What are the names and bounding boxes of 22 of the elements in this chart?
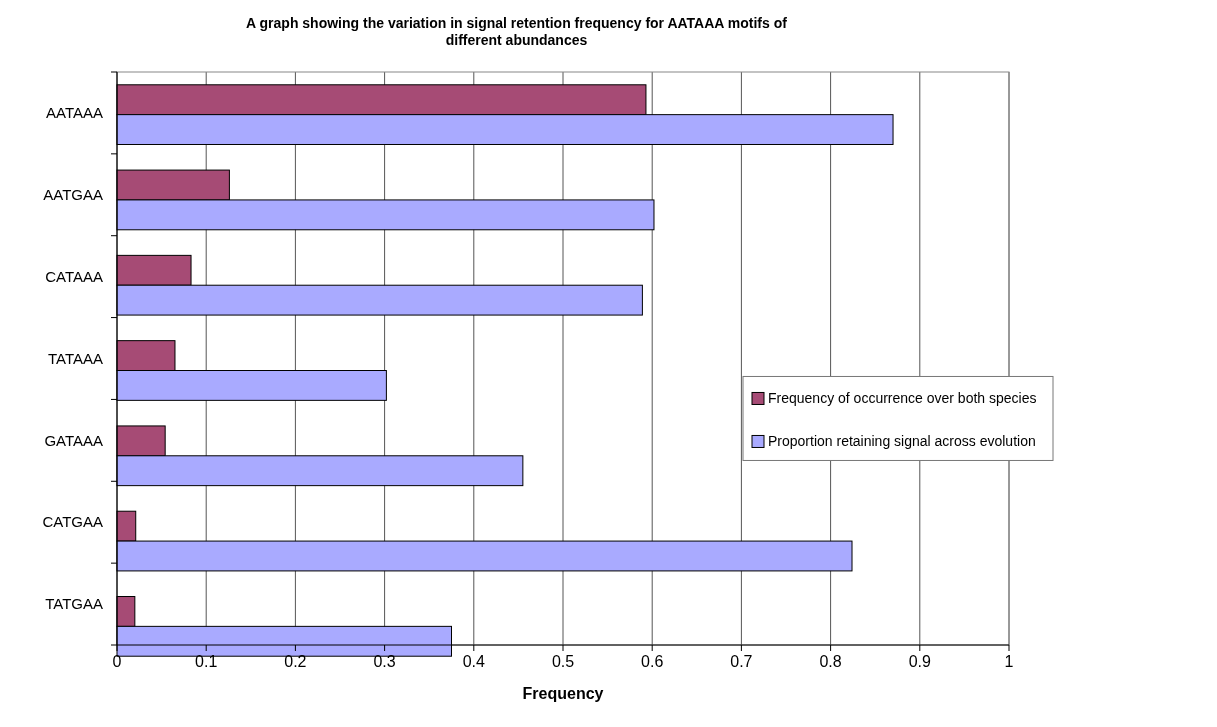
x-tick-label: 0.6 bbox=[641, 653, 664, 670]
y-tick-label: TATAAA bbox=[47, 349, 103, 367]
x-tick-label: 1 bbox=[1004, 653, 1014, 670]
x-tick-label: 0.9 bbox=[908, 653, 932, 670]
legend-label: Frequency of occurrence over both species bbox=[768, 390, 1037, 407]
x-tick-label: 0 bbox=[112, 653, 122, 670]
x-tick-label: 0.4 bbox=[462, 653, 486, 670]
x-tick-label: 0.7 bbox=[730, 653, 753, 670]
y-tick-label: AATGAA bbox=[43, 186, 103, 204]
y-tick-label: TATGAA bbox=[45, 595, 103, 613]
x-tick-label: 0.1 bbox=[195, 653, 218, 670]
x-axis-title: Frequency bbox=[522, 685, 604, 702]
y-tick-label: AATAAA bbox=[46, 104, 103, 122]
legend-label: Proportion retaining signal across evolution bbox=[768, 433, 1036, 450]
y-tick-label: CATGAA bbox=[42, 513, 103, 531]
y-tick-label: GATAAA bbox=[44, 431, 103, 449]
x-tick-label: 0.2 bbox=[284, 653, 307, 670]
chart-title: A graph showing the variation in signal retention frequency for AATAAA motifs of different abundances bbox=[246, 15, 788, 48]
x-tick-label: 0.3 bbox=[373, 653, 396, 670]
y-tick-label: CATAAA bbox=[45, 267, 103, 285]
x-tick-label: 0.5 bbox=[551, 653, 575, 670]
x-tick-label: 0.8 bbox=[819, 653, 842, 670]
